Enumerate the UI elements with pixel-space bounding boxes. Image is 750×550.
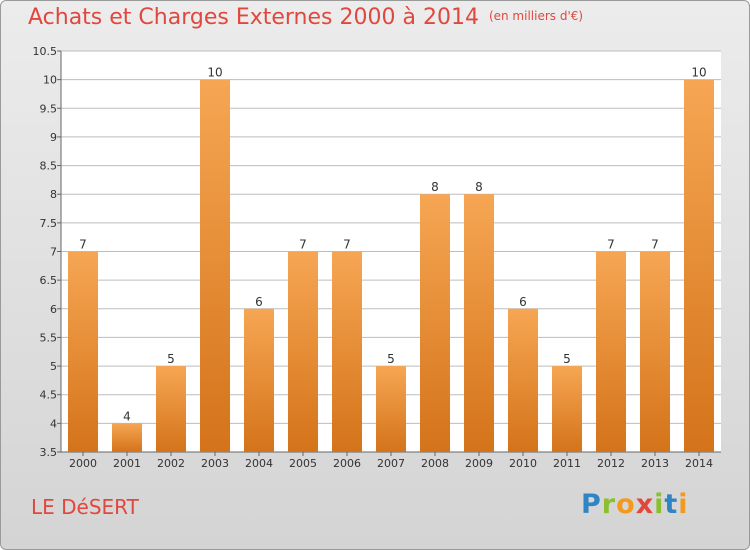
- y-tick-label: 4.5: [40, 389, 58, 402]
- data-label: 8: [431, 180, 439, 194]
- logo-letter: i: [654, 489, 665, 520]
- x-tick-label: 2011: [553, 457, 581, 470]
- bar: [288, 251, 318, 452]
- x-tick-label: 2004: [245, 457, 273, 470]
- chart-unit: (en milliers d'€): [488, 9, 584, 23]
- data-label: 6: [255, 295, 263, 309]
- data-label: 5: [387, 352, 395, 366]
- data-label: 10: [691, 66, 706, 80]
- bar: [112, 423, 142, 452]
- data-label: 7: [607, 238, 615, 252]
- bar: [464, 194, 494, 452]
- x-tick-label: 2007: [377, 457, 405, 470]
- y-tick-label: 6: [50, 303, 57, 316]
- proxiti-logo: Proxiti: [581, 489, 689, 520]
- logo-letter: t: [664, 489, 679, 520]
- y-tick-label: 5.5: [40, 331, 58, 344]
- y-tick-label: 6.5: [40, 274, 58, 287]
- bar: [156, 366, 186, 452]
- bar: [68, 251, 98, 452]
- bar: [552, 366, 582, 452]
- x-tick-label: 2002: [157, 457, 185, 470]
- y-tick-label: 3.5: [40, 446, 58, 459]
- bar: [200, 79, 230, 453]
- logo-letter: o: [616, 489, 636, 520]
- x-tick-label: 2010: [509, 457, 537, 470]
- logo-letter: P: [581, 489, 602, 520]
- data-label: 5: [167, 352, 175, 366]
- y-tick-label: 5: [50, 360, 57, 373]
- x-tick-label: 2006: [333, 457, 361, 470]
- bar: [420, 194, 450, 452]
- data-label: 8: [475, 180, 483, 194]
- x-tick-label: 2001: [113, 457, 141, 470]
- y-tick-label: 10: [43, 74, 57, 87]
- x-tick-label: 2009: [465, 457, 493, 470]
- chart-title-text: Achats et Charges Externes 2000 à 2014: [28, 5, 479, 30]
- data-label: 10: [207, 66, 222, 80]
- x-tick-label: 2000: [69, 457, 97, 470]
- data-label: 7: [651, 238, 659, 252]
- bar: [244, 308, 274, 452]
- data-label: 6: [519, 295, 527, 309]
- logo-letter: x: [635, 489, 655, 520]
- data-label: 4: [123, 409, 131, 423]
- y-tick-label: 9.5: [40, 102, 58, 115]
- data-label: 5: [563, 352, 571, 366]
- bar: [376, 366, 406, 452]
- y-tick-label: 8.5: [40, 160, 58, 173]
- y-tick-label: 8: [50, 188, 57, 201]
- logo-letter: i: [678, 489, 689, 520]
- x-tick-label: 2003: [201, 457, 229, 470]
- bar: [596, 251, 626, 452]
- y-tick-label: 7: [50, 246, 57, 259]
- place-name: LE DéSERT: [31, 495, 139, 519]
- bar: [332, 251, 362, 452]
- bar: [640, 251, 670, 452]
- x-tick-label: 2005: [289, 457, 317, 470]
- y-tick-label: 4: [50, 417, 57, 430]
- x-tick-label: 2013: [641, 457, 669, 470]
- bar: [684, 79, 714, 453]
- chart-title: Achats et Charges Externes 2000 à 2014 (e…: [28, 5, 583, 30]
- y-tick-label: 7.5: [40, 217, 58, 230]
- x-tick-label: 2014: [685, 457, 713, 470]
- logo-letter: r: [601, 489, 617, 520]
- y-tick-label: 10.5: [33, 45, 58, 58]
- bar: [508, 308, 538, 452]
- data-label: 7: [343, 238, 351, 252]
- y-tick-label: 9: [50, 131, 57, 144]
- x-tick-label: 2012: [597, 457, 625, 470]
- x-tick-label: 2008: [421, 457, 449, 470]
- data-label: 7: [299, 238, 307, 252]
- data-label: 7: [79, 238, 87, 252]
